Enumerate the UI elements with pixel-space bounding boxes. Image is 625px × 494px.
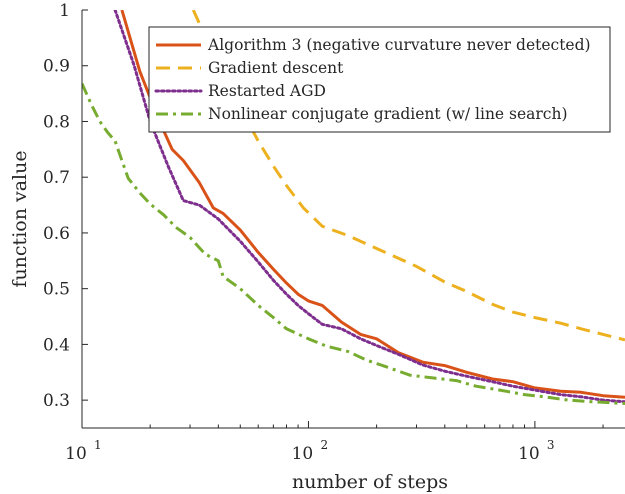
- legend-label-4: Nonlinear conjugate gradient (w/ line se…: [208, 105, 568, 123]
- series-line-2: [191, 10, 625, 342]
- x-tick-label: 10: [518, 444, 540, 464]
- series-layer: [82, 10, 625, 405]
- y-tick-label: 0.3: [43, 391, 70, 411]
- y-tick-label: 0.9: [43, 57, 70, 77]
- series-line-3: [113, 10, 625, 404]
- y-tick-label: 0.6: [43, 224, 70, 244]
- legend-label-2: Gradient descent: [208, 59, 344, 77]
- x-tick-exponent: 2: [320, 438, 328, 452]
- y-tick-label: 0.4: [43, 335, 70, 355]
- legend-label-3: Restarted AGD: [208, 82, 326, 100]
- x-axis-title: number of steps: [292, 471, 448, 493]
- x-tick-exponent: 3: [547, 438, 555, 452]
- series-line-4: [82, 82, 625, 405]
- legend-box: [148, 26, 611, 133]
- y-tick-label: 0.7: [43, 168, 70, 188]
- y-tick-label: 0.5: [43, 280, 70, 300]
- x-tick-exponent: 1: [94, 438, 102, 452]
- y-tick-label: 1: [59, 1, 70, 21]
- legend: Algorithm 3 (negative curvature never de…: [148, 26, 611, 133]
- legend-label-1: Algorithm 3 (negative curvature never de…: [207, 36, 591, 54]
- y-axis-title: function value: [9, 150, 31, 287]
- x-tick-label: 10: [292, 444, 314, 464]
- x-tick-label: 10: [65, 444, 87, 464]
- axis-layer: 0.3 0.4 0.5 0.6 0.7 0.8 0.9 1 10 1 10 2 10 3: [43, 1, 625, 464]
- series-line-1: [120, 10, 625, 399]
- y-tick-label: 0.8: [43, 112, 70, 132]
